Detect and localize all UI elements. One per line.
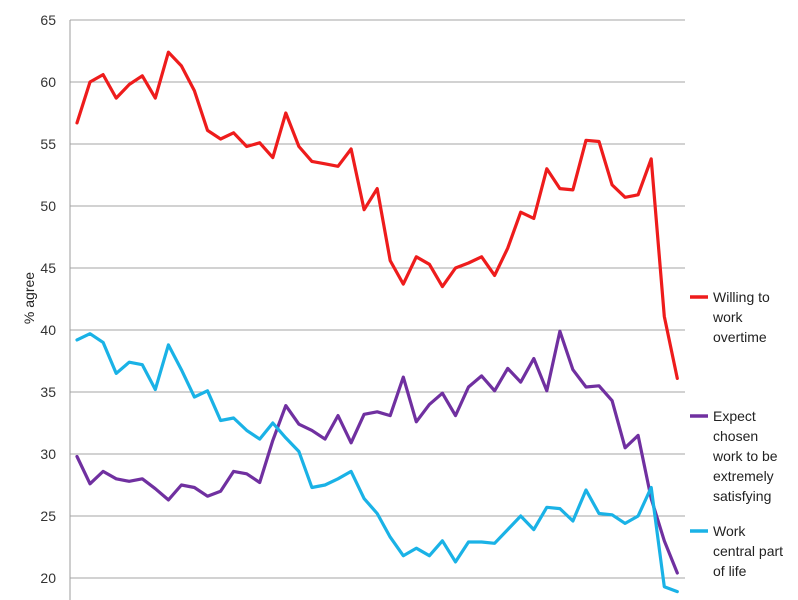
y-tick-65: 65 [40,12,56,28]
gridlines [70,19,685,579]
legend: Willing to work overtime Expect chosen work t… [690,289,783,579]
y-tick-50: 50 [40,198,56,214]
legend-label-expect-chosen-work-to-be-extremely-satisfying: Expect chosen work to be extremely satisfyin… [712,408,778,504]
y-tick-35: 35 [40,384,56,400]
series-lines [75,50,679,594]
y-tick-40: 40 [40,322,56,338]
y-tick-20: 20 [40,570,56,586]
y-tick-25: 25 [40,508,56,524]
y-tick-labels: 20 25 30 35 40 45 50 55 60 65 [40,12,56,586]
y-tick-45: 45 [40,260,56,276]
y-tick-60: 60 [40,74,56,90]
y-tick-30: 30 [40,446,56,462]
y-tick-55: 55 [40,136,56,152]
series-line-work-central-part-of-life [75,332,679,594]
y-axis-label: % agree [21,272,37,324]
series-line-willing-to-work-overtime [75,50,679,380]
series-line-expect-chosen-work-to-be-extremely-satisfying [75,329,679,575]
legend-label-work-central-part-of-life: Work central part of life [713,523,783,579]
legend-label-willing-to-work-overtime: Willing to work overtime [712,289,770,345]
